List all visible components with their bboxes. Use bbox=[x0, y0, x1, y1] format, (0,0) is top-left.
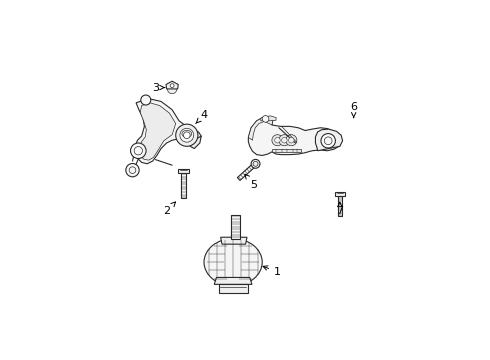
Circle shape bbox=[286, 135, 297, 146]
Polygon shape bbox=[338, 195, 342, 216]
Circle shape bbox=[168, 84, 177, 94]
Circle shape bbox=[324, 137, 332, 145]
Polygon shape bbox=[231, 215, 240, 239]
Polygon shape bbox=[214, 278, 252, 284]
Circle shape bbox=[126, 163, 139, 177]
Polygon shape bbox=[181, 173, 186, 198]
Circle shape bbox=[129, 167, 136, 174]
Polygon shape bbox=[272, 149, 301, 152]
Circle shape bbox=[272, 135, 283, 146]
Circle shape bbox=[321, 134, 335, 148]
Polygon shape bbox=[248, 117, 273, 140]
Polygon shape bbox=[190, 136, 201, 149]
Text: 5: 5 bbox=[245, 174, 257, 190]
Polygon shape bbox=[248, 117, 341, 156]
Text: 2: 2 bbox=[163, 202, 175, 216]
Polygon shape bbox=[335, 192, 345, 195]
Polygon shape bbox=[316, 129, 343, 151]
Circle shape bbox=[262, 116, 269, 122]
Circle shape bbox=[251, 159, 260, 168]
Circle shape bbox=[176, 124, 198, 146]
Polygon shape bbox=[178, 169, 189, 173]
Circle shape bbox=[183, 132, 190, 139]
Circle shape bbox=[141, 95, 151, 105]
Circle shape bbox=[279, 135, 290, 146]
Circle shape bbox=[130, 143, 146, 158]
Polygon shape bbox=[166, 81, 178, 89]
Circle shape bbox=[170, 84, 174, 87]
Polygon shape bbox=[220, 237, 247, 244]
Text: 4: 4 bbox=[196, 110, 208, 123]
Text: 1: 1 bbox=[263, 266, 281, 277]
Circle shape bbox=[180, 128, 194, 142]
Text: 3: 3 bbox=[152, 82, 165, 93]
Circle shape bbox=[282, 138, 287, 143]
Text: 7: 7 bbox=[336, 202, 343, 216]
Ellipse shape bbox=[204, 239, 262, 286]
Polygon shape bbox=[219, 284, 247, 293]
Polygon shape bbox=[261, 116, 276, 121]
Text: 6: 6 bbox=[350, 102, 357, 118]
Circle shape bbox=[253, 161, 258, 166]
Circle shape bbox=[134, 147, 143, 155]
Polygon shape bbox=[135, 99, 201, 164]
Circle shape bbox=[289, 138, 294, 143]
Polygon shape bbox=[237, 162, 257, 180]
Polygon shape bbox=[140, 103, 176, 160]
Circle shape bbox=[275, 138, 280, 143]
